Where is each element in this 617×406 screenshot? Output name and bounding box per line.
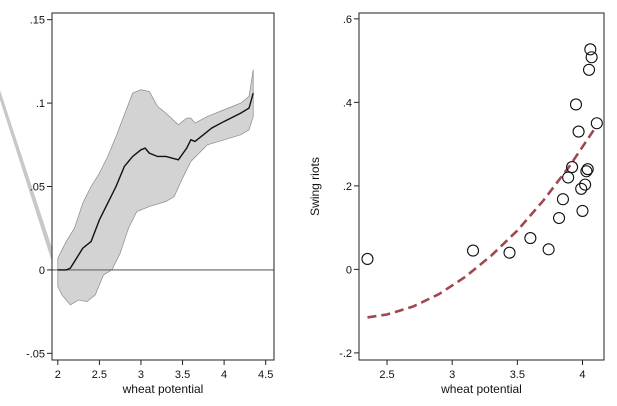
x-tick-label: 4 [579, 369, 585, 381]
data-point [575, 182, 588, 195]
y-tick-label: .4 [343, 97, 352, 109]
x-axis-label: wheat potential [440, 382, 522, 396]
clipped-band-fragment [0, 90, 52, 262]
x-tick-label: 2.5 [379, 369, 394, 381]
data-point [552, 211, 566, 225]
x-tick-label: 3 [449, 369, 455, 381]
x-tick-label: 4.5 [258, 369, 273, 381]
data-point [572, 125, 585, 138]
data-point [576, 204, 589, 217]
left-panel: 2 2.5 3 3.5 4 4.5 -.05 0 .05 .1 .15 wheat potential [0, 12, 275, 396]
data-point [466, 244, 480, 257]
y-tick-label: .15 [30, 15, 45, 27]
data-point [579, 178, 592, 191]
y-tick-label: .1 [36, 98, 45, 110]
y-tick-label: 0 [39, 265, 45, 277]
data-point [585, 51, 598, 64]
right-panel: 2.5 3 3.5 4 -.2 0 .2 .4 .6 wheat potential Swing r… [308, 12, 605, 396]
data-point [562, 171, 575, 184]
y-tick-label: .2 [343, 181, 352, 193]
data-point [566, 161, 579, 174]
x-tick-label: 3.5 [175, 369, 190, 381]
y-tick-label: -.2 [339, 348, 352, 360]
y-tick-label: .6 [343, 14, 352, 26]
data-point [503, 246, 516, 259]
data-point [581, 163, 594, 176]
data-point [582, 63, 596, 76]
estimate-line [57, 92, 254, 271]
x-tick-label: 2 [55, 369, 61, 381]
x-tick-label: 4 [221, 369, 227, 381]
quadratic-fit-line [367, 126, 597, 319]
data-point [569, 98, 583, 111]
y-tick-label: 0 [346, 264, 352, 276]
data-point [556, 193, 569, 206]
data-point [590, 117, 603, 130]
x-axis-label: wheat potential [122, 382, 204, 396]
data-point [580, 165, 593, 178]
y-tick-label: .05 [30, 182, 45, 194]
x-tick-label: 3 [138, 369, 144, 381]
y-axis-label: Swing riots [308, 157, 322, 216]
data-point [361, 252, 374, 265]
y-tick-label: -.05 [26, 348, 45, 360]
data-point [542, 243, 555, 256]
data-point [524, 232, 537, 245]
data-point [584, 43, 597, 56]
x-tick-label: 2.5 [92, 369, 107, 381]
plot-frame [358, 12, 605, 361]
x-tick-label: 3.5 [510, 369, 525, 381]
